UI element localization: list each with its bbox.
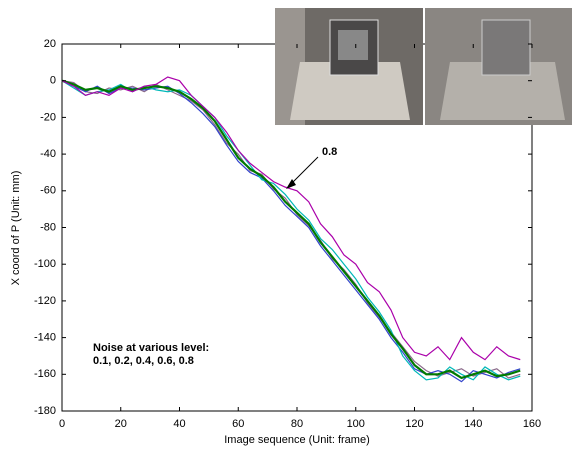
x-tick-label: 160 (523, 418, 541, 430)
y-tick-label: -140 (34, 332, 56, 344)
y-tick-label: 0 (50, 75, 56, 87)
x-tick-label: 100 (347, 418, 365, 430)
y-tick-label: -180 (34, 405, 56, 417)
y-tick-label: 20 (44, 38, 56, 50)
y-tick-label: -100 (34, 258, 56, 270)
x-tick-label: 0 (59, 418, 65, 430)
x-tick-label: 140 (464, 418, 482, 430)
annotation: 0.1, 0.2, 0.4, 0.6, 0.8 (93, 355, 194, 367)
annotation: 0.8 (322, 146, 337, 158)
x-tick-label: 20 (115, 418, 127, 430)
x-tick-label: 40 (173, 418, 185, 430)
y-tick-label: -80 (40, 221, 56, 233)
y-tick-label: -160 (34, 368, 56, 380)
chart: 0.8 Noise at various level: 0.1, 0.2, 0.… (0, 0, 578, 451)
x-tick-label: 120 (405, 418, 423, 430)
x-axis-label: Image sequence (Unit: frame) (224, 434, 370, 446)
photo-left (275, 8, 423, 125)
photo-right (425, 8, 572, 125)
y-tick-label: -40 (40, 148, 56, 160)
y-axis-label: X coord of P (Unit: mm) (10, 171, 22, 286)
y-tick-label: -20 (40, 111, 56, 123)
x-tick-label: 60 (232, 418, 244, 430)
x-tick-label: 80 (291, 418, 303, 430)
annotation: Noise at various level: (93, 342, 209, 354)
y-tick-label: -120 (34, 295, 56, 307)
y-tick-label: -60 (40, 185, 56, 197)
